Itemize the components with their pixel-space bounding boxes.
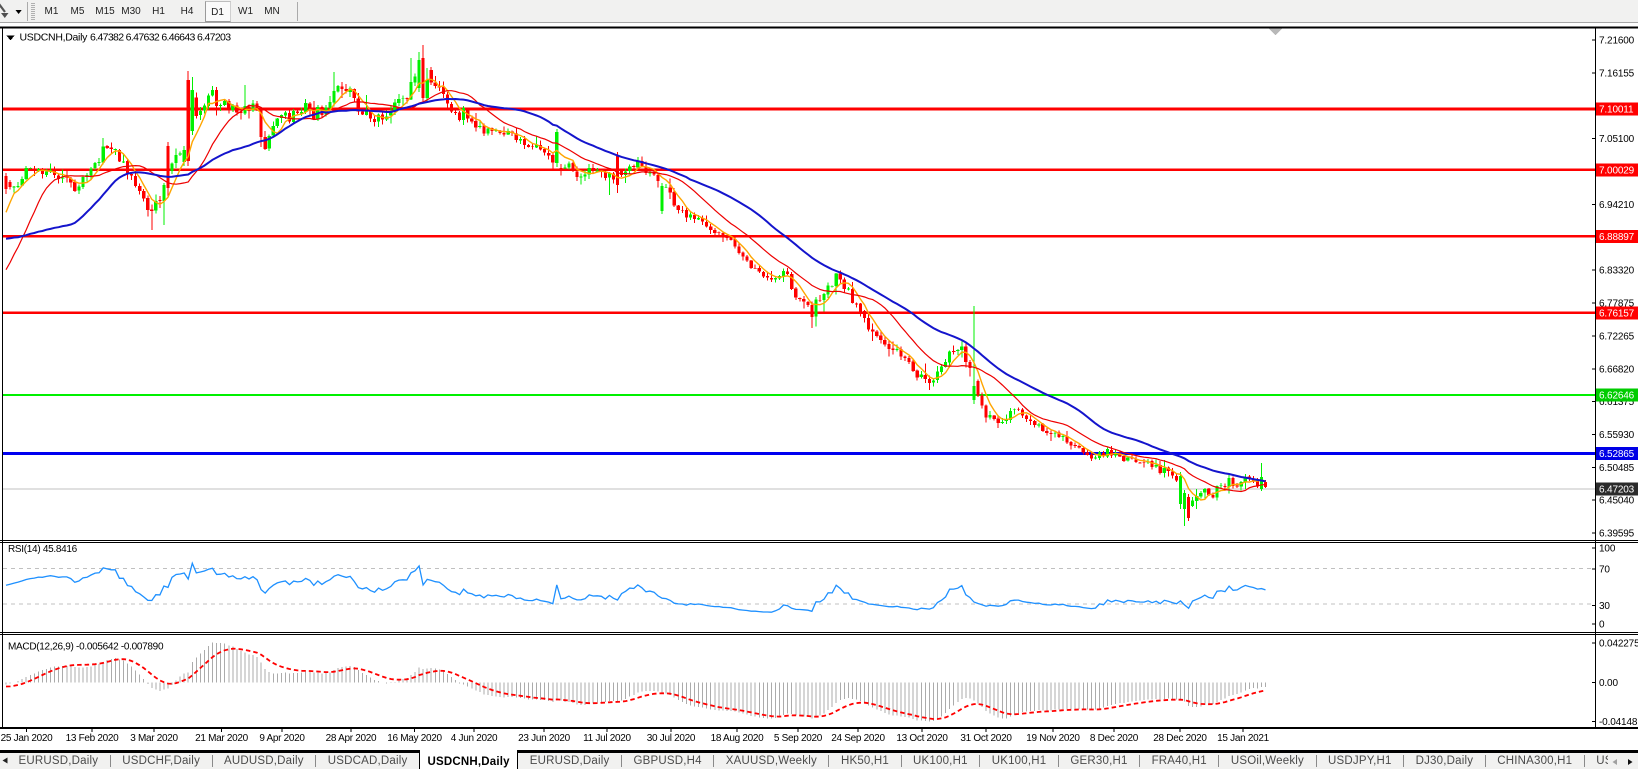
svg-text:13 Oct 2020: 13 Oct 2020 <box>896 733 948 744</box>
svg-text:6.50485: 6.50485 <box>1599 463 1635 474</box>
svg-text:70: 70 <box>1599 565 1610 576</box>
svg-text:7.05100: 7.05100 <box>1599 134 1635 145</box>
svg-text:6.55930: 6.55930 <box>1599 430 1635 441</box>
svg-text:25 Jan 2020: 25 Jan 2020 <box>1 733 53 744</box>
svg-text:9 Apr 2020: 9 Apr 2020 <box>259 733 305 744</box>
svg-text:0.042275: 0.042275 <box>1599 639 1638 650</box>
svg-text:7.00029: 7.00029 <box>1599 165 1635 176</box>
svg-text:MACD(12,26,9) -0.005642 -0.007: MACD(12,26,9) -0.005642 -0.007890 <box>8 642 164 653</box>
svg-text:13 Feb 2020: 13 Feb 2020 <box>66 733 120 744</box>
svg-text:23 Jun 2020: 23 Jun 2020 <box>518 733 570 744</box>
svg-text:31 Oct 2020: 31 Oct 2020 <box>960 733 1012 744</box>
svg-text:6.52865: 6.52865 <box>1599 449 1635 460</box>
svg-text:6.72265: 6.72265 <box>1599 331 1635 342</box>
svg-text:-0.04148: -0.04148 <box>1599 717 1638 728</box>
svg-text:28 Apr 2020: 28 Apr 2020 <box>326 733 377 744</box>
svg-text:6.94210: 6.94210 <box>1599 200 1635 211</box>
svg-text:6.77875: 6.77875 <box>1599 299 1635 310</box>
svg-text:11 Jul 2020: 11 Jul 2020 <box>583 733 631 744</box>
svg-text:6.76157: 6.76157 <box>1599 308 1635 319</box>
svg-text:21 Mar 2020: 21 Mar 2020 <box>195 733 249 744</box>
svg-text:6.62646: 6.62646 <box>1599 391 1635 402</box>
svg-text:6.61375: 6.61375 <box>1599 397 1635 408</box>
svg-text:6.47203: 6.47203 <box>1599 484 1635 495</box>
svg-text:30 Jul 2020: 30 Jul 2020 <box>647 733 696 744</box>
svg-text:100: 100 <box>1599 544 1616 555</box>
svg-text:0.00: 0.00 <box>1599 678 1618 689</box>
svg-text:RSI(14) 45.8416: RSI(14) 45.8416 <box>8 544 78 555</box>
svg-text:5 Sep 2020: 5 Sep 2020 <box>774 733 823 744</box>
svg-text:3 Mar 2020: 3 Mar 2020 <box>130 733 178 744</box>
svg-text:28 Dec 2020: 28 Dec 2020 <box>1153 733 1207 744</box>
svg-text:7.16155: 7.16155 <box>1599 68 1635 79</box>
svg-text:30: 30 <box>1599 601 1610 612</box>
svg-text:7.10011: 7.10011 <box>1599 105 1634 116</box>
svg-text:7.21600: 7.21600 <box>1599 36 1635 47</box>
svg-text:15 Jan 2021: 15 Jan 2021 <box>1217 733 1269 744</box>
svg-text:24 Sep 2020: 24 Sep 2020 <box>831 733 885 744</box>
svg-text:6.39595: 6.39595 <box>1599 529 1635 540</box>
svg-text:4 Jun 2020: 4 Jun 2020 <box>451 733 498 744</box>
svg-text:8 Dec 2020: 8 Dec 2020 <box>1090 733 1139 744</box>
svg-text:16 May 2020: 16 May 2020 <box>387 733 442 744</box>
svg-text:USDCNH,Daily: USDCNH,Daily <box>20 32 89 44</box>
svg-text:6.47382 6.47632 6.46643 6.4720: 6.47382 6.47632 6.46643 6.47203 <box>90 32 231 44</box>
svg-text:18 Aug 2020: 18 Aug 2020 <box>711 733 765 744</box>
svg-text:0: 0 <box>1599 620 1605 631</box>
svg-text:6.45040: 6.45040 <box>1599 496 1635 507</box>
svg-text:6.66820: 6.66820 <box>1599 364 1635 375</box>
svg-text:19 Nov 2020: 19 Nov 2020 <box>1026 733 1080 744</box>
svg-text:6.83320: 6.83320 <box>1599 266 1635 277</box>
svg-text:6.88897: 6.88897 <box>1599 232 1635 243</box>
